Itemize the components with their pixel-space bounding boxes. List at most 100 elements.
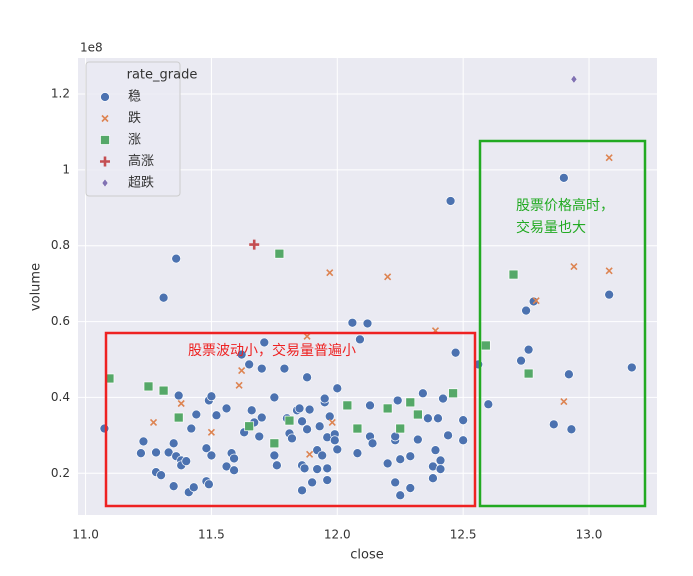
scatter-point bbox=[279, 363, 290, 374]
scatter-point bbox=[191, 409, 202, 420]
scatter-point bbox=[168, 438, 179, 449]
scatter-point bbox=[458, 415, 469, 426]
legend-marker bbox=[100, 92, 110, 102]
scatter-point bbox=[307, 477, 317, 488]
scatter-point bbox=[299, 463, 310, 474]
scatter-point bbox=[570, 74, 578, 84]
scatter-point bbox=[269, 392, 280, 403]
scatter-point bbox=[560, 398, 568, 406]
legend-title: rate_grade bbox=[127, 68, 198, 83]
annotation-box bbox=[104, 331, 477, 508]
legend-label: 涨 bbox=[128, 133, 141, 148]
scatter-point bbox=[430, 445, 441, 455]
scatter-point bbox=[177, 399, 185, 408]
scatter-point bbox=[328, 418, 336, 427]
scatter-point bbox=[317, 450, 328, 461]
scatter-point bbox=[306, 450, 314, 458]
scatter-point bbox=[405, 483, 416, 493]
scatter-point bbox=[221, 403, 232, 414]
scatter-point bbox=[521, 305, 531, 316]
scatter-point bbox=[229, 453, 239, 464]
scatter-point bbox=[412, 434, 423, 445]
scatter-point bbox=[274, 248, 285, 259]
scatter-point bbox=[332, 383, 343, 394]
y-offset-label: 1e8 bbox=[80, 41, 103, 55]
scatter-point bbox=[173, 412, 184, 423]
annotation-text: 股票价格高时， bbox=[516, 197, 614, 214]
scatter-point bbox=[384, 273, 392, 281]
scatter-point bbox=[395, 423, 406, 434]
scatter-point bbox=[332, 444, 343, 455]
scatter-point bbox=[297, 485, 307, 496]
scatter-point bbox=[303, 332, 311, 340]
scatter-point bbox=[528, 296, 539, 307]
scatter-point bbox=[319, 393, 330, 404]
x-axis-label: close bbox=[350, 548, 383, 563]
scatter-point bbox=[204, 479, 214, 490]
scatter-point bbox=[329, 435, 340, 446]
scatter-point bbox=[221, 461, 232, 472]
scatter-point bbox=[412, 409, 423, 420]
scatter-point bbox=[362, 318, 373, 329]
scatter-point bbox=[458, 435, 469, 446]
scatter-point bbox=[235, 381, 243, 389]
scatter-point bbox=[326, 269, 334, 277]
scatter-point bbox=[548, 419, 559, 430]
scatter-point bbox=[448, 388, 458, 399]
scatter-point bbox=[395, 490, 406, 501]
y-axis-label: volume bbox=[29, 263, 44, 311]
scatter-point bbox=[99, 423, 110, 434]
scatter-point bbox=[256, 412, 267, 423]
annotation-box bbox=[478, 139, 647, 508]
scatter-point bbox=[604, 289, 615, 300]
scatter-point bbox=[566, 424, 577, 435]
scatter-point bbox=[138, 436, 149, 447]
scatter-point bbox=[483, 399, 494, 410]
scatter-point bbox=[626, 362, 637, 373]
legend-label: 高涨 bbox=[128, 153, 154, 169]
scatter-point bbox=[605, 267, 613, 275]
scatter-point bbox=[523, 344, 534, 355]
scatter-point bbox=[302, 372, 312, 383]
scatter-point bbox=[418, 388, 428, 399]
scatter-point bbox=[559, 172, 569, 183]
scatter-point bbox=[151, 447, 161, 458]
scatter-point bbox=[272, 460, 282, 471]
scatter-point bbox=[284, 415, 295, 426]
scatter-point bbox=[508, 269, 519, 280]
scatter-point bbox=[236, 349, 247, 360]
scatter-point bbox=[238, 366, 246, 375]
scatter-point bbox=[390, 431, 401, 442]
scatter-point bbox=[392, 395, 403, 406]
scatter-point bbox=[149, 418, 158, 427]
scatter-point bbox=[382, 403, 393, 414]
scatter-point bbox=[136, 448, 146, 459]
scatter-point bbox=[423, 413, 433, 424]
scatter-point bbox=[168, 481, 179, 492]
scatter-point bbox=[211, 410, 222, 421]
scatter-point bbox=[312, 464, 323, 474]
x-tick-label: 12.0 bbox=[324, 528, 351, 542]
scatter-point bbox=[390, 477, 401, 488]
scatter-point bbox=[367, 438, 378, 449]
legend-marker bbox=[100, 135, 110, 145]
scatter-point bbox=[302, 424, 312, 435]
scatter-point bbox=[304, 404, 315, 415]
scatter-point bbox=[246, 405, 257, 416]
scatter-point bbox=[570, 263, 578, 271]
scatter-point bbox=[352, 448, 363, 459]
scatter-point bbox=[186, 423, 197, 434]
scatter-point bbox=[269, 450, 280, 461]
scatter-point bbox=[322, 475, 333, 485]
scatter-point bbox=[158, 292, 169, 303]
scatter-point bbox=[322, 463, 333, 474]
x-tick-label: 11.5 bbox=[198, 528, 225, 542]
scatter-point bbox=[201, 443, 212, 454]
y-tick-label: 0.4 bbox=[51, 390, 70, 404]
scatter-point bbox=[287, 433, 297, 444]
scatter-point bbox=[355, 334, 365, 345]
x-tick-label: 13.0 bbox=[576, 528, 603, 542]
scatter-point bbox=[438, 393, 448, 404]
scatter-point bbox=[181, 456, 192, 466]
